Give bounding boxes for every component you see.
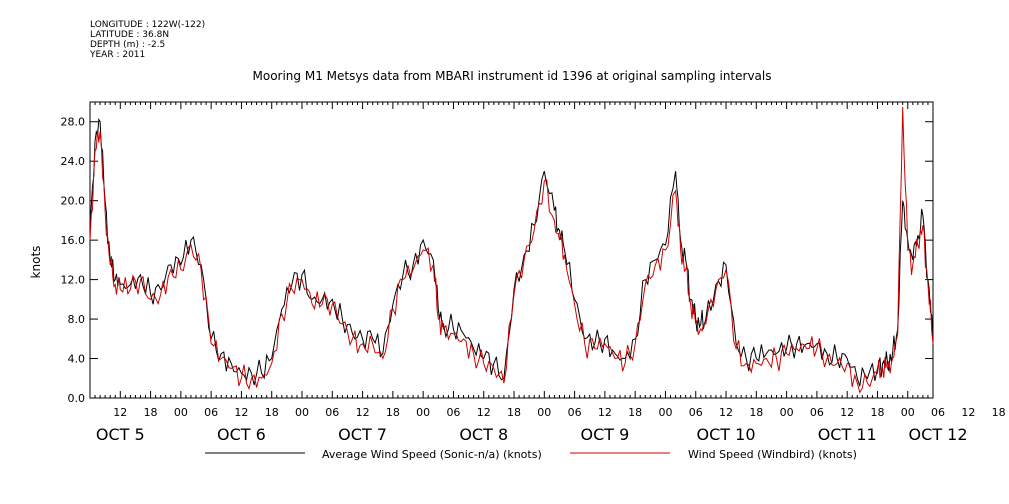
x-hour-tick-label: 12	[598, 406, 612, 419]
x-hour-tick-label: 12	[234, 406, 248, 419]
x-hour-tick-label: 06	[931, 406, 945, 419]
x-hour-tick-label: 06	[204, 406, 218, 419]
x-hour-tick-label: 12	[961, 406, 975, 419]
legend: Average Wind Speed (Sonic-n/a) (knots) W…	[205, 448, 857, 461]
x-hour-tick-label: 00	[658, 406, 672, 419]
chart-title: Mooring M1 Metsys data from MBARI instru…	[253, 69, 772, 83]
x-day-label: OCT 6	[217, 425, 266, 444]
meta-year: YEAR : 2011	[90, 50, 146, 60]
y-tick-label: 24.0	[61, 155, 86, 168]
x-hour-tick-label: 12	[719, 406, 733, 419]
x-day-label: OCT 7	[338, 425, 387, 444]
x-hour-tick-label: 18	[992, 406, 1006, 419]
x-hour-tick-label: 18	[870, 406, 884, 419]
y-tick-label: 20.0	[61, 195, 86, 208]
x-hour-tick-label: 00	[901, 406, 915, 419]
metadata-block: LONGITUDE : 122W(-122) LATITUDE : 36.8N …	[90, 20, 205, 60]
y-tick-label: 0.0	[68, 392, 86, 405]
x-hour-tick-label: 06	[325, 406, 339, 419]
x-hour-tick-label: 06	[446, 406, 460, 419]
x-hour-tick-label: 06	[568, 406, 582, 419]
x-hour-tick-label: 00	[537, 406, 551, 419]
x-hour-tick-label: 06	[810, 406, 824, 419]
x-hour-tick-label: 18	[628, 406, 642, 419]
legend-label-sonic: Average Wind Speed (Sonic-n/a) (knots)	[322, 448, 542, 461]
x-hour-tick-label: 18	[749, 406, 763, 419]
meta-depth: DEPTH (m) : -2.5	[90, 40, 166, 50]
x-day-label: OCT 11	[818, 425, 877, 444]
x-hour-tick-label: 00	[780, 406, 794, 419]
y-tick-label: 28.0	[61, 116, 86, 129]
x-hour-tick-label: 18	[386, 406, 400, 419]
y-tick-label: 16.0	[61, 234, 86, 247]
x-hour-tick-label: 00	[295, 406, 309, 419]
meta-longitude: LONGITUDE : 122W(-122)	[90, 20, 206, 30]
x-hour-tick-label: 18	[265, 406, 279, 419]
y-tick-label: 12.0	[61, 274, 86, 287]
x-hour-tick-label: 12	[840, 406, 854, 419]
legend-label-windbird: Wind Speed (Windbird) (knots)	[688, 448, 857, 461]
x-day-label: OCT 9	[580, 425, 629, 444]
y-axis-label: knots	[29, 246, 43, 279]
x-day-label: OCT 8	[459, 425, 508, 444]
x-hour-tick-label: 12	[477, 406, 491, 419]
x-hour-tick-label: 18	[507, 406, 521, 419]
x-day-label: OCT 5	[96, 425, 145, 444]
x-hour-tick-label: 12	[113, 406, 127, 419]
series-line-sonic	[89, 117, 934, 387]
series-line-windbird	[89, 106, 934, 394]
x-hour-tick-label: 12	[356, 406, 370, 419]
x-hour-tick-label: 18	[144, 406, 158, 419]
x-day-label: OCT 12	[909, 425, 968, 444]
x-day-label: OCT 10	[697, 425, 756, 444]
meta-latitude: LATITUDE : 36.8N	[90, 30, 170, 40]
y-tick-label: 4.0	[68, 353, 86, 366]
x-hour-tick-label: 00	[416, 406, 430, 419]
x-hour-tick-label: 00	[174, 406, 188, 419]
y-tick-label: 8.0	[68, 313, 86, 326]
plot-frame	[89, 101, 934, 399]
x-hour-tick-label: 06	[689, 406, 703, 419]
